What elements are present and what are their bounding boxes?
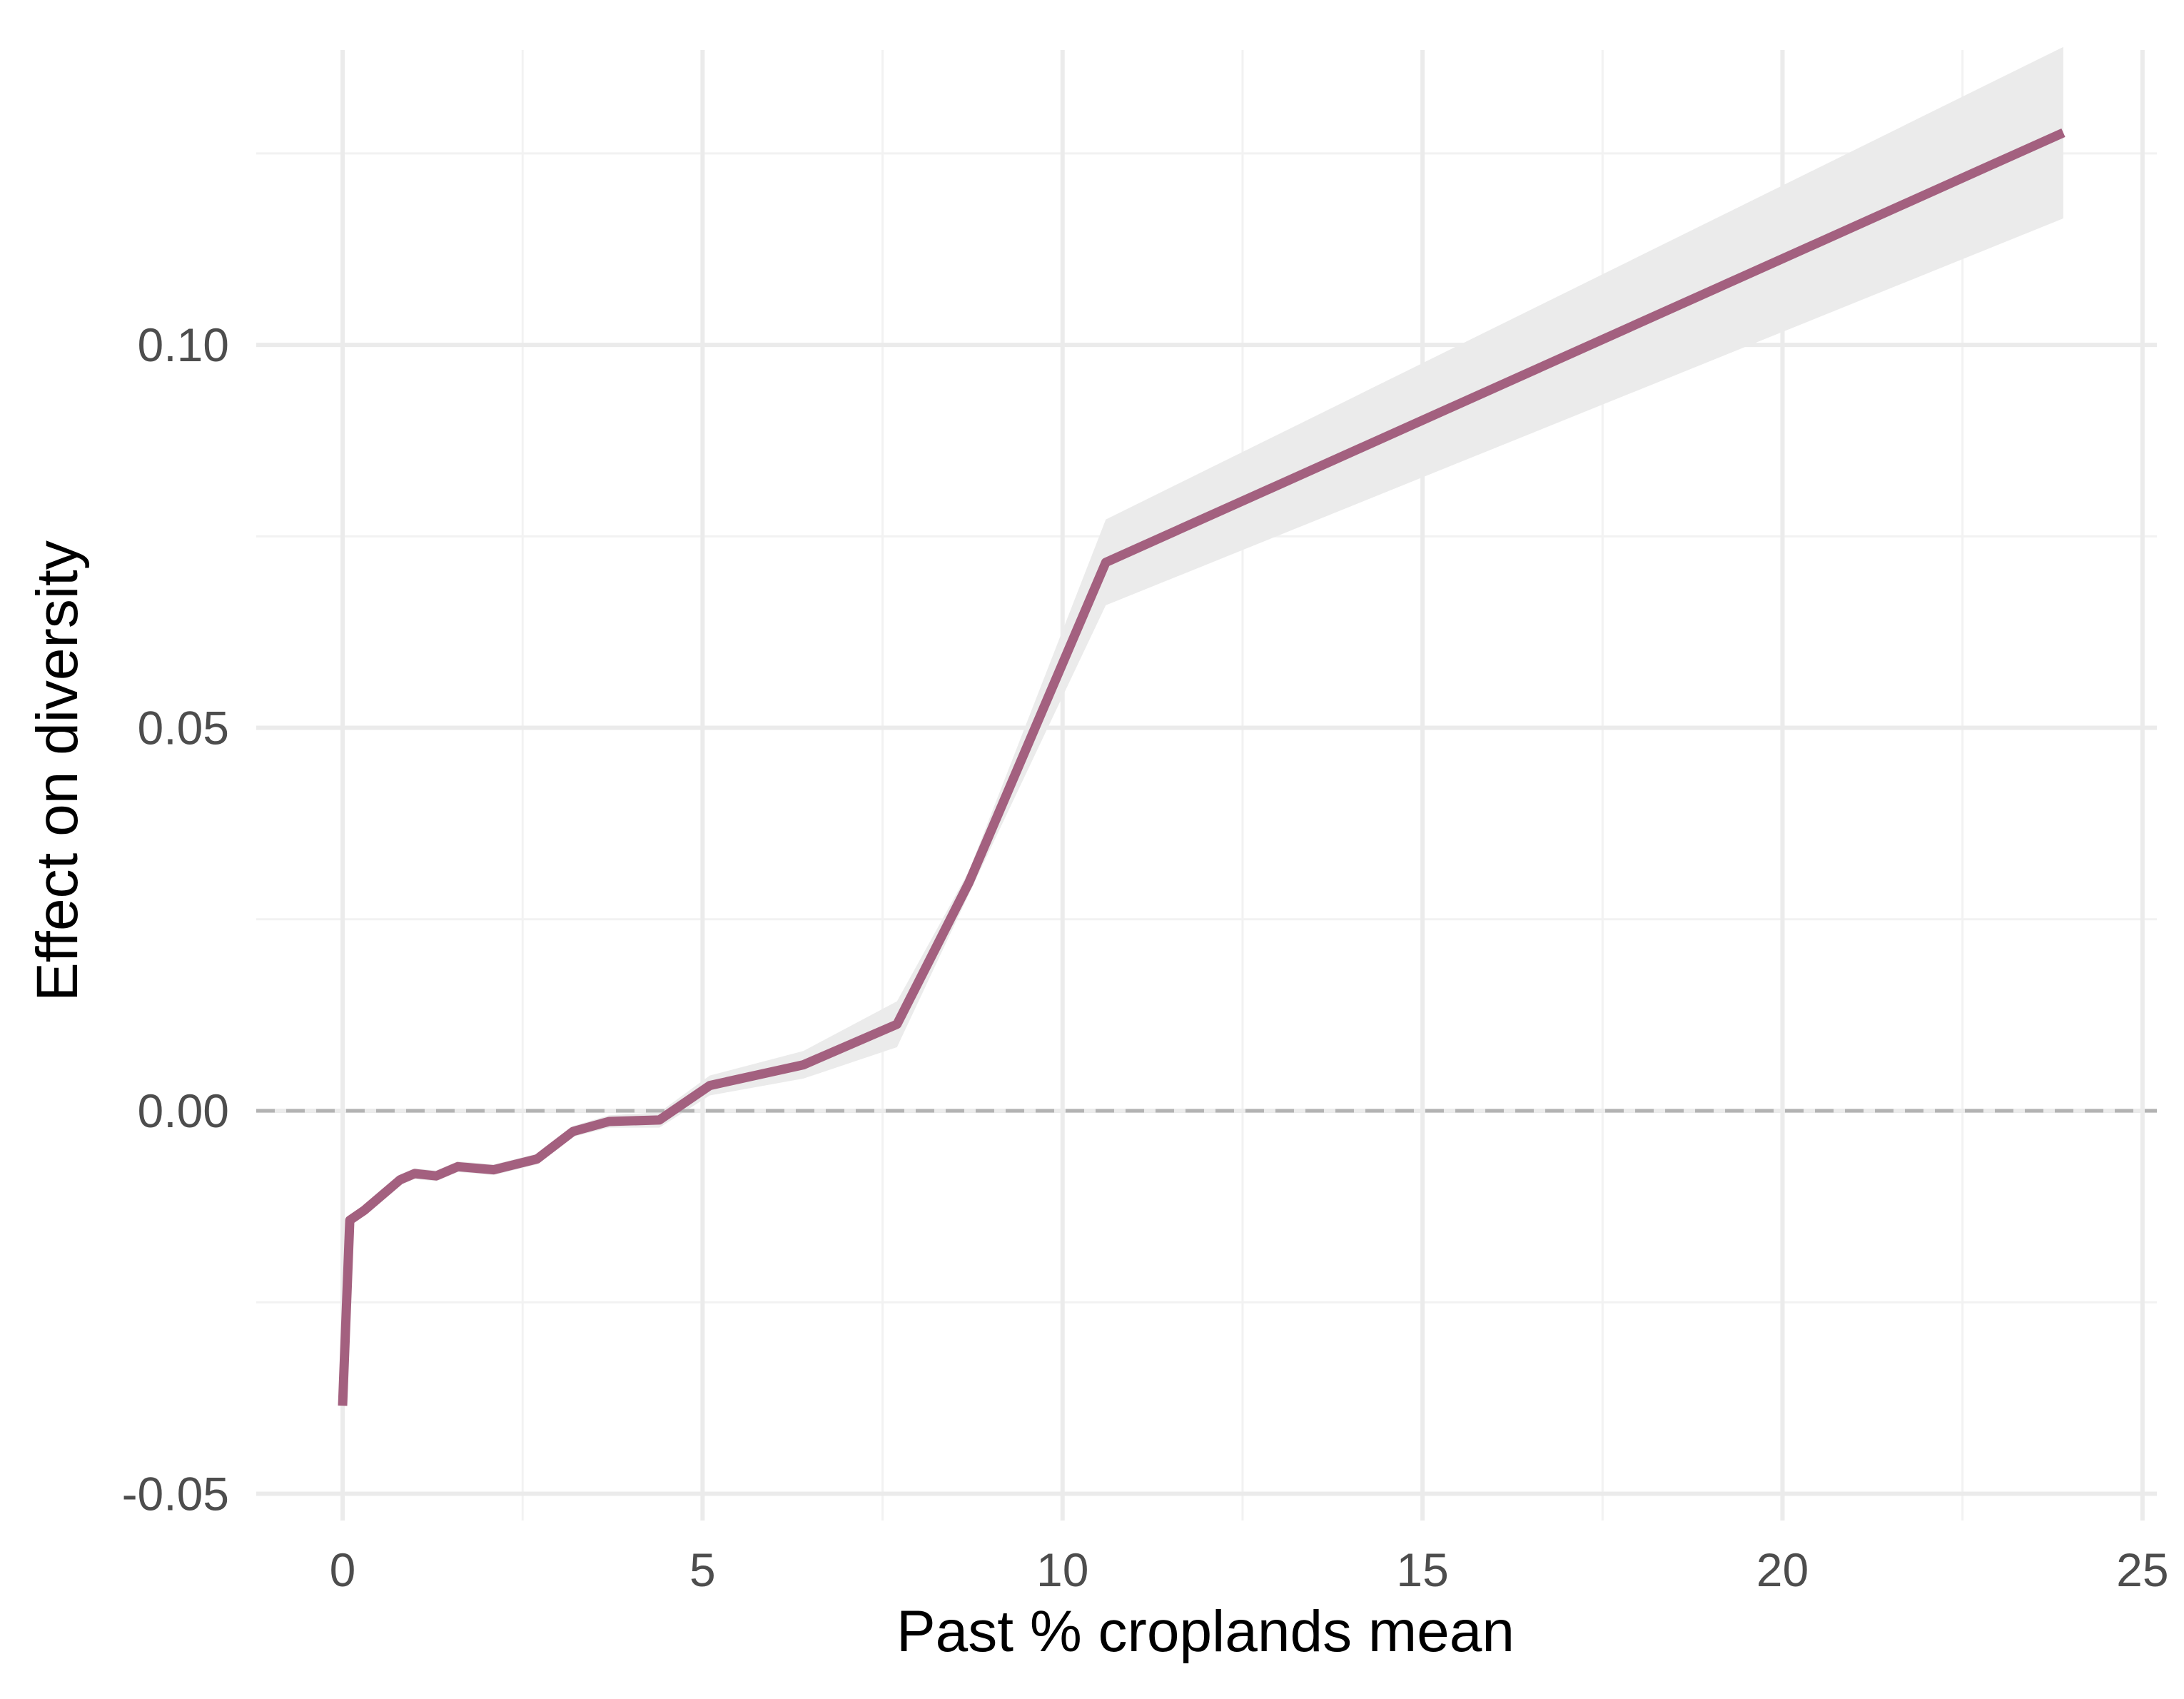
x-tick-label: 20 bbox=[1756, 1543, 1809, 1596]
x-axis-tick-labels: 0 5 10 15 20 25 bbox=[330, 1543, 2169, 1596]
confidence-band-layer bbox=[343, 46, 2063, 1406]
y-axis-tick-labels: -0.05 0.00 0.05 0.10 bbox=[122, 318, 229, 1520]
y-tick-label: 0.10 bbox=[138, 318, 229, 371]
y-axis-title: Effect on diversity bbox=[25, 540, 90, 1002]
x-tick-label: 10 bbox=[1036, 1543, 1088, 1596]
major-gridlines bbox=[256, 50, 2157, 1521]
x-tick-label: 15 bbox=[1396, 1543, 1448, 1596]
x-tick-label: 25 bbox=[2116, 1543, 2168, 1596]
x-axis-title: Past % croplands mean bbox=[896, 1599, 1515, 1664]
series-line-layer bbox=[338, 128, 2066, 1406]
y-tick-label: 0.00 bbox=[138, 1084, 229, 1137]
y-tick-label: 0.05 bbox=[138, 702, 229, 755]
effect-line bbox=[338, 128, 2066, 1406]
x-tick-label: 5 bbox=[689, 1543, 716, 1596]
confidence-band bbox=[343, 46, 2063, 1406]
x-tick-label: 0 bbox=[330, 1543, 356, 1596]
y-tick-label: -0.05 bbox=[122, 1467, 229, 1520]
